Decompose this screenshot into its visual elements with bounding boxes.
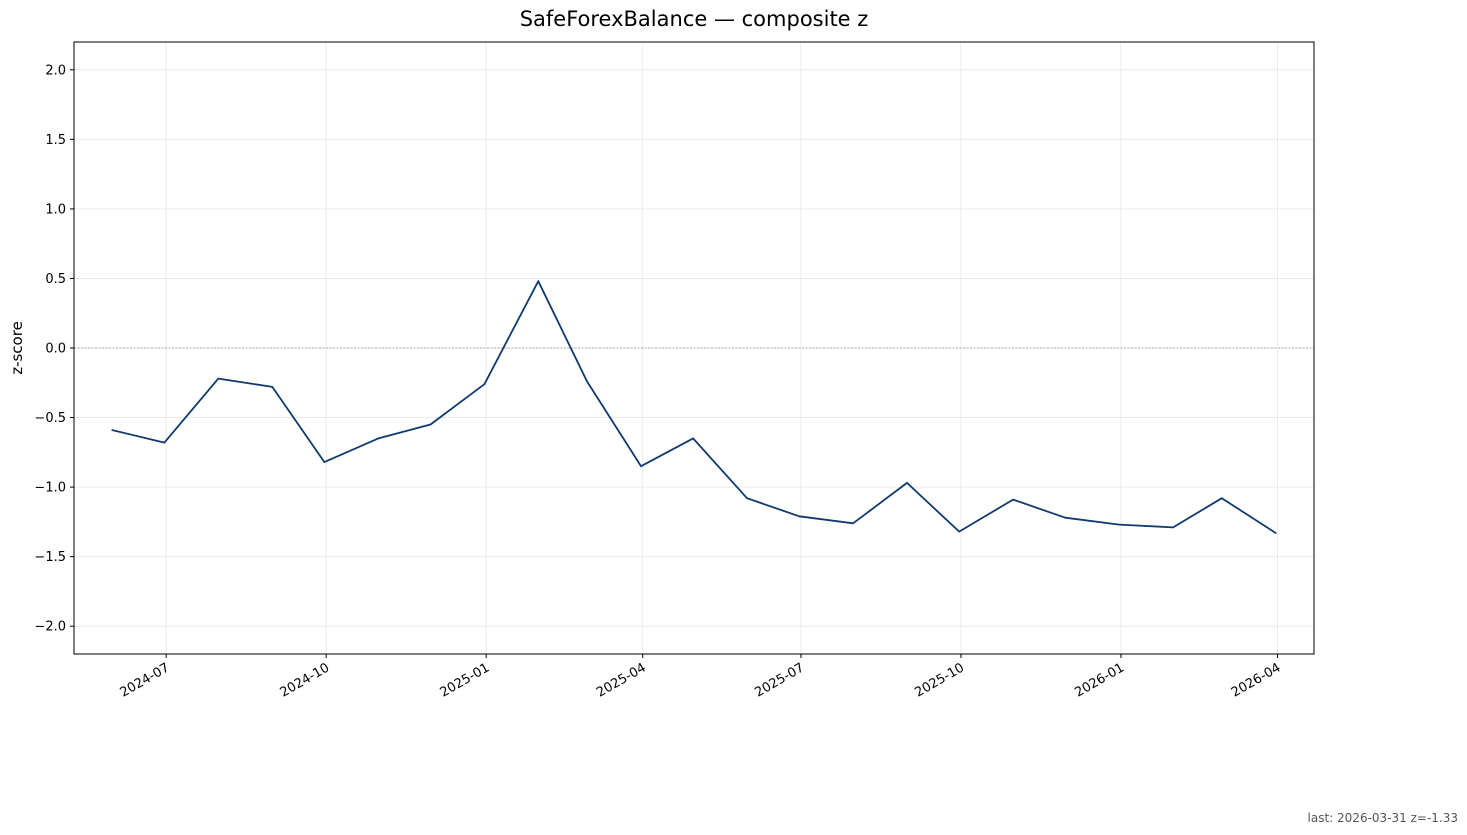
y-tick-label: 0.5 <box>45 272 66 287</box>
data-point <box>1064 516 1067 519</box>
y-tick-label: 1.0 <box>45 202 66 217</box>
series-line <box>112 280 1277 534</box>
x-tick-label: 2024-07 <box>118 660 173 700</box>
data-point <box>217 377 220 380</box>
data-point <box>852 522 854 525</box>
data-point <box>798 515 801 518</box>
data-point <box>271 386 274 388</box>
data-point <box>746 497 748 500</box>
data-point <box>537 280 540 283</box>
y-tick-label: 2.0 <box>45 63 66 78</box>
data-point <box>586 380 588 383</box>
x-tick-label: 2024-10 <box>278 660 333 700</box>
data-point <box>111 429 114 431</box>
data-point <box>640 465 642 468</box>
data-point <box>429 423 432 426</box>
y-tick-label: −2.0 <box>34 620 66 635</box>
y-axis: −2.0 −1.5 −1.0 −0.5 0.0 0.5 1.0 1.5 2.0 <box>34 63 74 635</box>
data-point <box>163 441 166 444</box>
data-point <box>958 530 961 533</box>
data-point <box>1274 532 1277 534</box>
x-tick-label: 2026-04 <box>1229 660 1284 700</box>
data-point <box>692 437 694 440</box>
data-point <box>906 482 908 484</box>
data-point <box>1012 498 1014 501</box>
y-tick-label: 1.5 <box>45 133 66 148</box>
data-point <box>1172 526 1174 529</box>
data-point <box>323 461 326 463</box>
footnote: last: 2026-03-31 z=-1.33 <box>1307 811 1458 825</box>
data-point <box>1118 523 1121 526</box>
x-tick-label: 2025-10 <box>912 660 967 700</box>
x-axis: 2024-07 2024-10 2025-01 2025-04 2025-07 2025-… <box>118 654 1284 701</box>
chart-title: SafeForexBalance — composite z <box>520 7 869 31</box>
data-point <box>483 383 486 386</box>
y-tick-label: 0.0 <box>45 342 66 357</box>
x-tick-label: 2026-01 <box>1072 660 1127 700</box>
data-point <box>1220 497 1223 500</box>
series-layer <box>111 280 1277 534</box>
y-tick-label: −1.0 <box>34 481 66 496</box>
y-tick-label: −0.5 <box>34 411 66 426</box>
y-tick-label: −1.5 <box>34 550 66 565</box>
x-tick-label: 2025-07 <box>752 660 807 700</box>
y-axis-label: z-score <box>8 321 26 375</box>
x-tick-label: 2025-01 <box>438 660 493 700</box>
data-point <box>377 437 380 440</box>
x-tick-label: 2025-04 <box>594 660 649 700</box>
